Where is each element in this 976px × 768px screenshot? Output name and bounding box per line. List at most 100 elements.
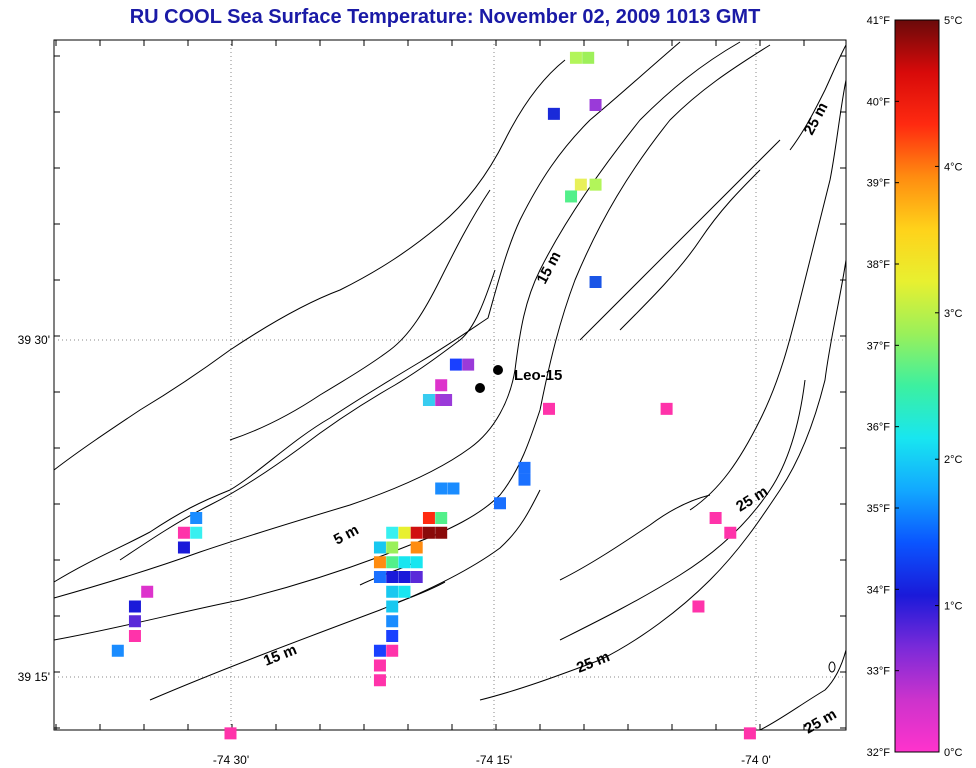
sst-pixel [373,541,386,554]
sst-pixel [589,276,602,288]
station-label: Leo-15 [514,367,562,384]
sst-pixel [449,358,462,371]
lon-label-1: -74 30' [213,753,249,767]
sst-pixel [373,556,386,569]
bay-edge [229,189,491,441]
sst-pixel [373,571,386,583]
sst-pixel [128,600,141,613]
sst-pixel [440,394,453,406]
colorbar-label-f: 37°F [867,340,891,352]
sst-pixel [386,541,399,554]
sst-pixel [386,600,399,613]
sst-pixel [435,512,448,524]
sst-pixel [494,497,506,510]
coastline [53,41,681,583]
marsh-outline [53,59,566,471]
colorbar-label-c: 3°C [944,308,963,320]
colorbar-label-c: 5°C [944,15,963,27]
sst-pixel [398,585,411,598]
isobath-25m-d [789,44,847,151]
sst-pixel [373,659,386,672]
colorbar-label-c: 0°C [944,747,963,759]
sst-pixel [386,556,399,569]
colorbar-label-c: 2°C [944,454,963,466]
sst-pixel [111,644,124,657]
sst-pixel [692,600,705,613]
map-frame [53,39,847,731]
sst-pixel [386,644,399,657]
sst-pixel [386,526,399,539]
colorbar: 41°F 40°F 39°F 38°F 37°F 36°F 35°F 34°F 33°F 32°F… [867,15,963,759]
sst-pixel [373,644,386,657]
sst-pixel [547,107,560,120]
colorbar-label-f: 40°F [867,96,891,108]
sst-pixel [565,190,578,203]
sst-pixel [177,541,190,554]
sst-pixel [589,178,602,191]
sst-pixel [743,727,756,740]
colorbar-ticks: 41°F 40°F 39°F 38°F 37°F 36°F 35°F 34°F 33°F 32°F… [867,15,963,759]
colorbar-label-f: 41°F [867,15,891,27]
colorbar-label-c: 1°C [944,601,963,613]
shoal-islet [828,661,836,673]
isobath-5m [53,41,741,599]
sst-pixel [447,482,460,495]
colorbar-label-f: 38°F [867,259,891,271]
sst-pixel [422,394,435,406]
sst-pixel [462,358,475,371]
sst-pixel [569,51,582,64]
colorbar-label-f: 34°F [867,584,891,596]
colorbar-label-f: 39°F [867,178,891,190]
station-marker-inshore[interactable] [475,383,485,393]
sst-pixels [111,51,756,740]
sst-pixel [543,402,555,415]
station-leo15[interactable]: Leo-15 [475,365,562,393]
lon-label-3: -74 0' [741,753,771,767]
shoal-2 [619,169,761,331]
sst-pixel [177,526,190,539]
sst-pixel [386,571,399,583]
sst-pixel [128,615,141,628]
isobath-25m-c [689,79,847,511]
colorbar-label-f: 36°F [867,422,891,434]
sst-pixel [518,473,531,486]
isobath-25m-e [759,649,847,731]
sst-pixel [386,585,399,598]
isobath-15m [53,44,771,641]
sst-pixel [398,556,411,569]
coastline-contours [53,41,847,731]
sst-pixel [410,556,423,569]
sst-pixel [724,526,737,539]
sst-pixel [128,630,141,642]
isobath-25m-a [479,259,847,701]
lat-label-2: 39 15' [18,670,50,684]
lon-label-2: -74 15' [476,753,512,767]
sst-pixel [574,178,587,191]
sst-pixel [410,526,423,539]
sst-pixel [190,526,203,539]
sst-pixel [709,512,722,524]
sst-pixel [190,512,203,524]
colorbar-label-f: 35°F [867,503,891,515]
sst-pixel [398,571,411,583]
colorbar-gradient [894,19,940,753]
shoal-5 [559,494,711,581]
sst-pixel [435,482,448,495]
sst-pixel [386,630,399,642]
map-title: RU COOL Sea Surface Temperature: Novembe… [129,6,761,28]
colorbar-label-f: 33°F [867,666,891,678]
sst-pixel [589,99,602,111]
sst-pixel [141,585,154,598]
sst-pixel [660,402,673,415]
station-marker-offshore[interactable] [493,365,503,375]
sst-pixel [435,379,448,392]
graticule [54,40,846,730]
shoal-1 [579,139,781,341]
sst-pixel [422,512,435,524]
sst-pixel [422,526,435,539]
sst-pixel [386,615,399,628]
sst-pixel [518,461,531,474]
sst-pixel [224,727,237,740]
colorbar-label-f: 32°F [867,747,891,759]
